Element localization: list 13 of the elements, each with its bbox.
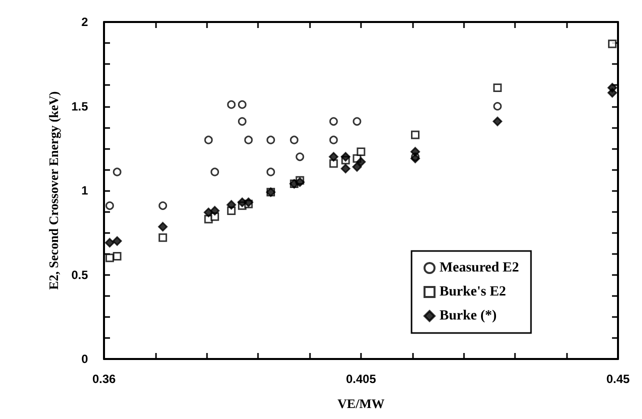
x-tick-label: 0.405	[346, 372, 376, 386]
y-tick-label: 2	[81, 15, 88, 29]
legend-label: Measured E2	[440, 260, 520, 276]
y-tick-label: 1	[81, 184, 88, 198]
y-tick-label: 0	[81, 352, 88, 366]
legend-label: Burke's E2	[440, 284, 506, 300]
x-axis-title: VE/MW	[338, 396, 384, 411]
legend-label: Burke (*)	[440, 308, 498, 324]
x-tick-label: 0.45	[606, 372, 630, 386]
y-tick-label: 0.5	[71, 268, 88, 282]
y-axis-title: E2, Second Crossover Energy (keV)	[46, 91, 61, 290]
x-tick-label: 0.36	[92, 372, 116, 386]
y-tick-label: 1.5	[71, 99, 88, 114]
